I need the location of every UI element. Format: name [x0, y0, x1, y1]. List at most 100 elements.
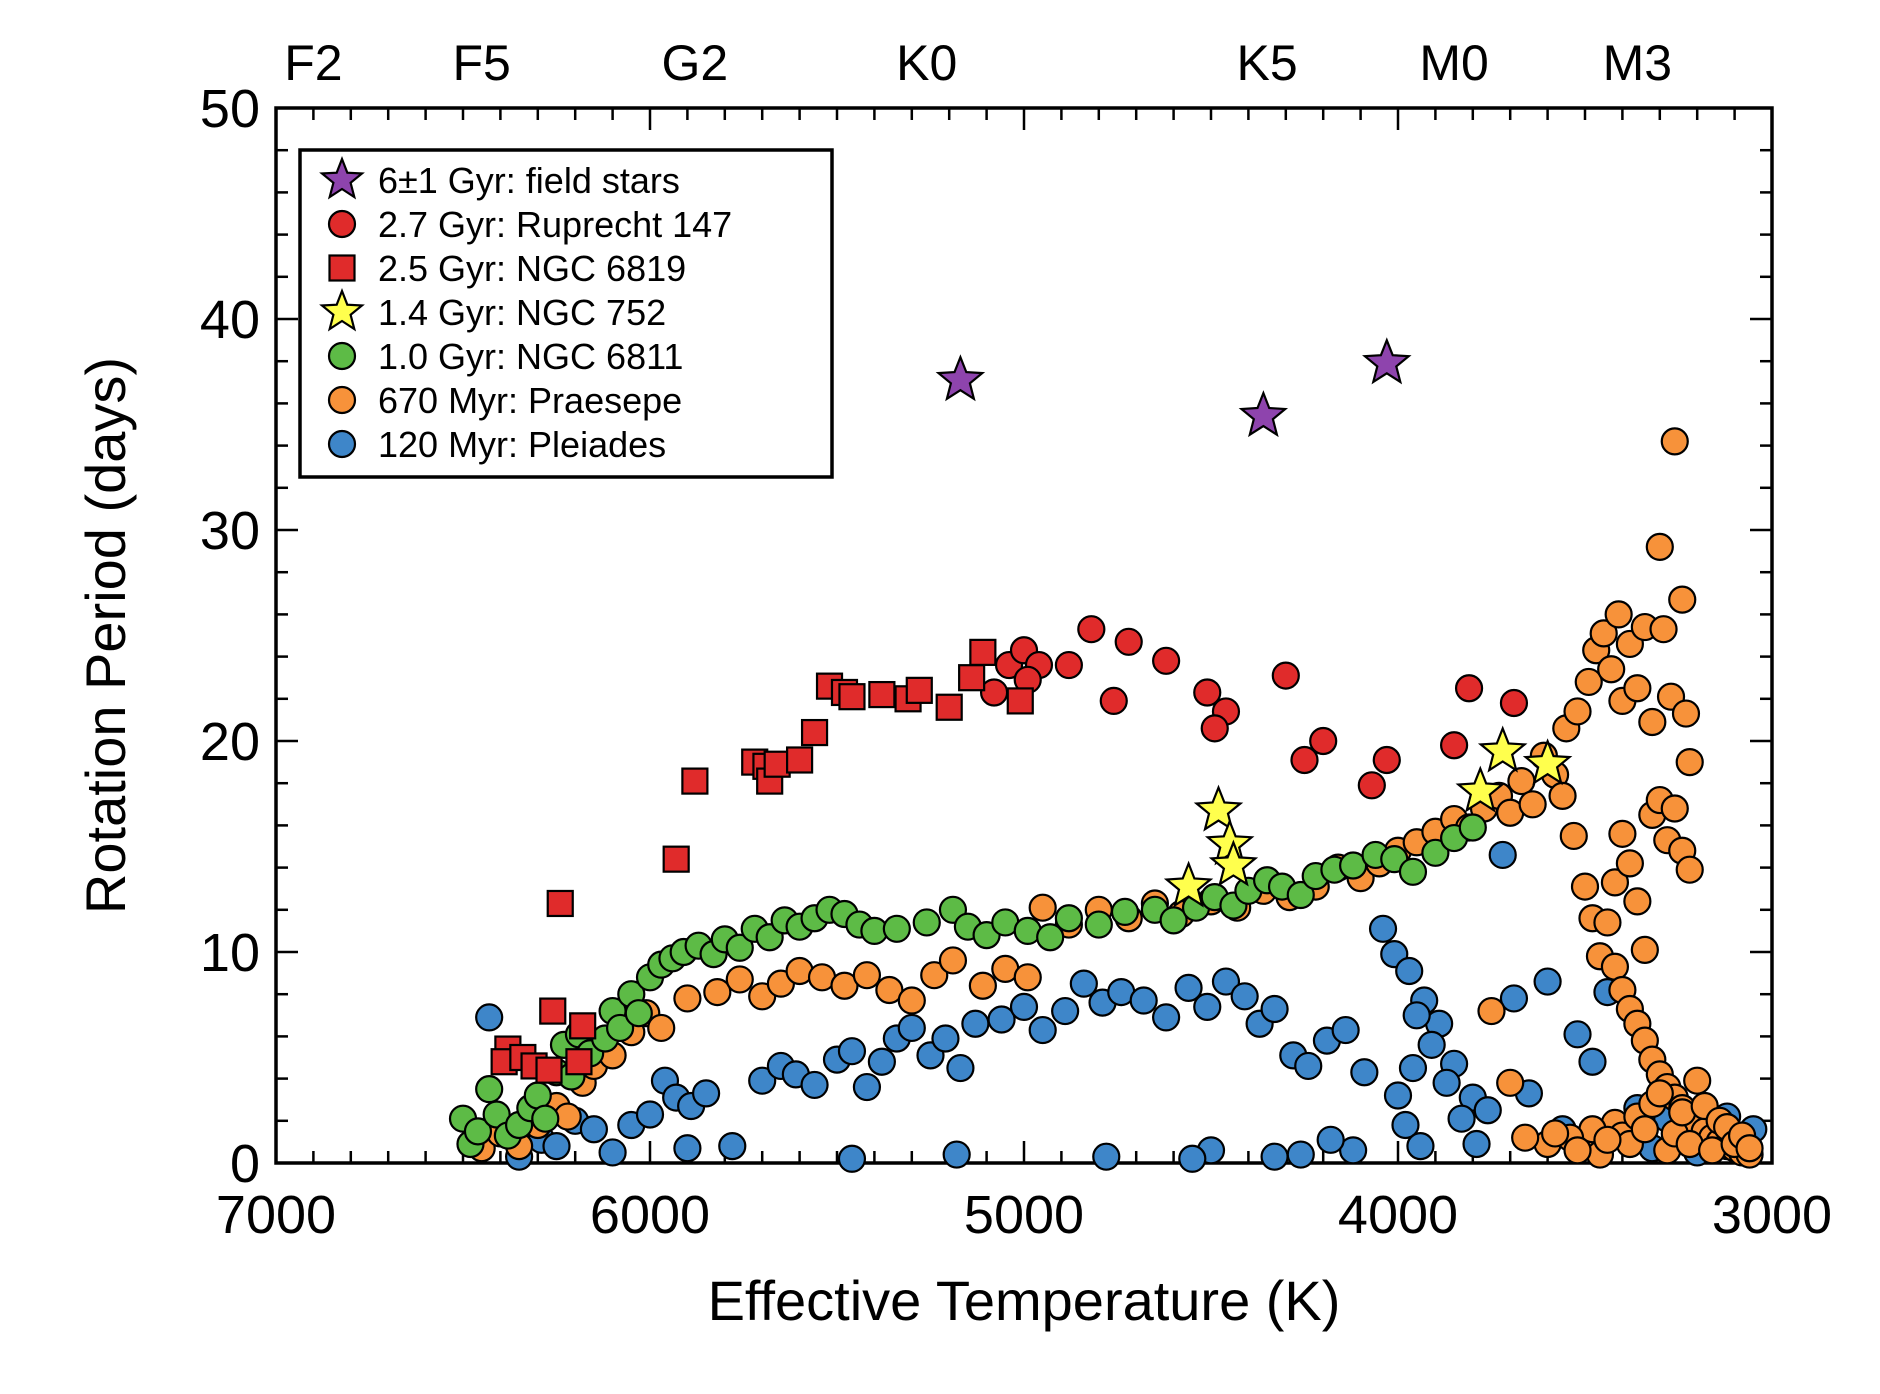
- data-point: [662, 845, 690, 873]
- y-tick-label: 40: [200, 290, 260, 350]
- data-point: [969, 638, 997, 666]
- data-point: [837, 1144, 867, 1173]
- data-point: [1473, 1096, 1502, 1125]
- data-point: [912, 908, 941, 937]
- data-point: [1013, 963, 1042, 992]
- spectral-type-labels: F2 F5 G2 K0 K5 M0 M3: [284, 35, 1672, 91]
- x-tick-label: 4000: [1338, 1185, 1458, 1245]
- legend-box: [298, 148, 834, 479]
- data-point: [1383, 1081, 1413, 1110]
- series-1: [979, 615, 1529, 800]
- data-point: [938, 946, 968, 975]
- legend-entry-label: 1.0 Gyr: NGC 6811: [378, 336, 683, 377]
- data-point: [691, 1079, 721, 1108]
- series-4: [448, 813, 1487, 1159]
- legend-entry-label: 2.5 Gyr: NGC 6819: [378, 248, 686, 289]
- legend-entry-label: 6±1 Gyr: field stars: [378, 160, 680, 201]
- data-point: [1593, 1125, 1622, 1154]
- data-point: [565, 1048, 593, 1076]
- legend-entry-label: 670 Myr: Praesepe: [378, 380, 682, 421]
- data-point: [1331, 1015, 1360, 1045]
- data-point: [1028, 1015, 1057, 1045]
- data-point: [523, 1081, 552, 1110]
- data-point: [1084, 910, 1113, 939]
- x-tick-label: 6000: [590, 1185, 710, 1245]
- data-point: [598, 1138, 627, 1167]
- data-point: [1563, 1136, 1592, 1165]
- data-point: [569, 1012, 597, 1040]
- data-point: [1454, 674, 1484, 703]
- data-points: [448, 337, 1768, 1173]
- data-point: [785, 746, 814, 774]
- y-tick-label: 50: [200, 79, 260, 139]
- data-point: [475, 1075, 504, 1104]
- data-point: [830, 971, 859, 1000]
- legend-entry-label: 120 Myr: Pleiades: [378, 424, 666, 465]
- data-point: [1660, 794, 1689, 823]
- spectral-type-label: F2: [284, 35, 342, 91]
- spectral-type-label: F5: [453, 35, 511, 91]
- data-point: [725, 965, 754, 994]
- data-point: [897, 986, 926, 1015]
- data-point: [1540, 1119, 1570, 1148]
- data-point: [1294, 1051, 1323, 1081]
- data-point: [1630, 1115, 1659, 1144]
- data-point: [463, 1117, 493, 1146]
- data-point: [1563, 1020, 1592, 1049]
- data-point: [1286, 1140, 1315, 1169]
- data-point: [1391, 1110, 1420, 1140]
- data-point: [1600, 952, 1630, 981]
- y-tick-label: 30: [200, 501, 260, 561]
- data-point: [1533, 967, 1562, 996]
- data-point: [1649, 615, 1678, 644]
- data-point: [1260, 1142, 1289, 1171]
- data-point: [1417, 1030, 1446, 1059]
- data-point: [1683, 1066, 1712, 1095]
- data-point: [1339, 1136, 1368, 1165]
- data-point: [1260, 994, 1289, 1024]
- data-point: [1208, 839, 1259, 887]
- data-point: [1608, 819, 1637, 848]
- data-point: [968, 971, 997, 1000]
- data-point: [1193, 678, 1222, 707]
- data-point: [875, 975, 904, 1005]
- y-tick-label: 0: [230, 1134, 260, 1194]
- data-point: [1548, 781, 1577, 810]
- data-point: [1398, 857, 1428, 886]
- x-tick-label: 3000: [1712, 1185, 1832, 1245]
- data-point: [1671, 699, 1701, 728]
- data-point: [1174, 973, 1203, 1002]
- spectral-type-label: M3: [1603, 35, 1672, 91]
- data-point: [546, 889, 574, 918]
- data-point: [531, 1104, 560, 1133]
- data-point: [867, 1047, 896, 1076]
- data-point: [1350, 1058, 1379, 1087]
- data-point: [1271, 661, 1300, 690]
- data-point: [1368, 914, 1398, 943]
- data-point: [1675, 855, 1704, 884]
- data-point: [1499, 688, 1529, 718]
- data-point: [1507, 766, 1536, 796]
- series-0: [935, 337, 1412, 438]
- data-point: [1597, 655, 1626, 684]
- data-point: [1152, 646, 1181, 675]
- data-point: [1623, 674, 1652, 703]
- legend-marker: [319, 155, 365, 200]
- y-axis-label: Rotation Period (days): [74, 357, 137, 914]
- data-point: [1447, 1104, 1476, 1133]
- data-point: [1129, 986, 1158, 1015]
- data-point: [1372, 745, 1401, 775]
- spectral-type-label: K5: [1237, 35, 1298, 91]
- data-point: [1735, 1134, 1764, 1163]
- data-point: [1200, 714, 1229, 743]
- data-point: [725, 933, 754, 962]
- data-point: [1499, 984, 1529, 1013]
- data-point: [1600, 868, 1630, 897]
- data-point: [987, 1005, 1016, 1034]
- data-point: [1069, 969, 1098, 998]
- data-point: [718, 1132, 747, 1161]
- data-point: [1623, 887, 1652, 916]
- data-point: [1163, 860, 1214, 908]
- data-point: [1660, 427, 1689, 456]
- data-point: [1077, 615, 1106, 644]
